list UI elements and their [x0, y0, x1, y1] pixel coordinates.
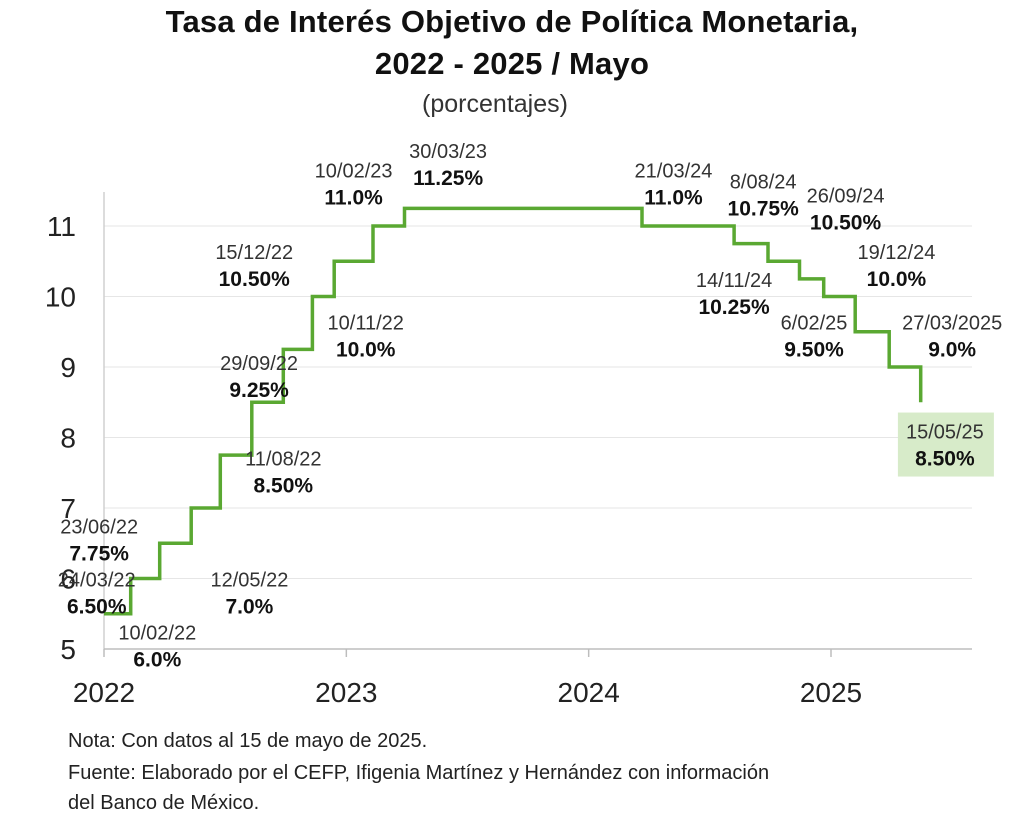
annotation-value: 10.50%: [219, 268, 291, 291]
y-tick-label: 10: [45, 282, 76, 313]
annotation-value: 11.0%: [644, 187, 703, 210]
annotation-value: 10.25%: [698, 296, 770, 319]
annotation-value: 10.75%: [728, 197, 800, 220]
y-tick-label: 6: [60, 564, 76, 595]
chart-subtitle: (porcentajes): [422, 90, 568, 118]
annotation-date: 19/12/24: [858, 242, 936, 264]
series-group: [104, 206, 923, 616]
annotation-date: 30/03/23: [409, 141, 487, 163]
annotation-date: 14/11/24: [696, 270, 772, 292]
annotation-value: 9.25%: [229, 379, 289, 402]
annotations: 10/02/22 6.0% 24/03/22 6.50% 12/05/22 7.0% 23/…: [58, 141, 1002, 672]
annotation-date: 23/06/22: [60, 517, 138, 539]
annotation-date: 27/03/2025: [902, 312, 1002, 334]
annotation-date: 10/11/22: [328, 312, 404, 334]
annotation-date: 8/08/24: [730, 171, 797, 193]
x-tick-label: 2024: [558, 677, 620, 708]
annotation-value: 9.0%: [928, 338, 976, 361]
y-tick-label: 9: [60, 352, 76, 383]
annotation-value: 10.50%: [810, 211, 882, 234]
annotation-date: 15/05/25: [906, 422, 984, 444]
axes: [103, 192, 972, 657]
annotation-date: 6/02/25: [781, 312, 848, 334]
source-line: Fuente: Elaborado por el CEFP, Ifigenia …: [68, 762, 770, 784]
source-line-continued: del Banco de México.: [68, 792, 260, 814]
x-tick-label: 2023: [315, 677, 377, 708]
annotation-value: 9.50%: [784, 338, 844, 361]
y-tick-label: 11: [47, 211, 76, 242]
annotation-value: 7.75%: [69, 543, 129, 566]
annotation-value: 11.25%: [413, 167, 483, 190]
annotation-value: 10.0%: [336, 338, 396, 361]
annotation-value: 6.0%: [133, 648, 181, 671]
chart-title-line1: Tasa de Interés Objetivo de Política Mon…: [165, 4, 859, 39]
annotation-value: 6.50%: [67, 596, 127, 619]
chart-title-line2: 2022 - 2025 / Mayo: [374, 46, 650, 81]
annotation-value: 11.0%: [324, 187, 383, 210]
annotation-date: 15/12/22: [215, 242, 293, 264]
annotation-date: 10/02/23: [315, 161, 393, 183]
y-tick-label: 7: [60, 493, 76, 524]
annotation-date: 12/05/22: [210, 570, 288, 592]
annotation-value: 8.50%: [915, 448, 975, 471]
annotation-value: 10.0%: [867, 268, 927, 291]
annotation-date: 24/03/22: [58, 570, 136, 592]
x-tick-label: 2025: [800, 677, 862, 708]
highlight-box: [897, 412, 994, 477]
annotation-date: 29/09/22: [220, 353, 298, 375]
annotation-date: 10/02/22: [118, 622, 196, 644]
tick-labels: 5 6 7 8 9 10 11 2022 2023 2024 2025: [45, 211, 862, 708]
annotation-date: 11/08/22: [245, 448, 321, 470]
annotation-date: 26/09/24: [807, 185, 885, 207]
series-line-tasa-objetivo: [104, 206, 923, 616]
note-line: Nota: Con datos al 15 de mayo de 2025.: [68, 730, 428, 752]
annotation-value: 7.0%: [225, 596, 273, 619]
y-tick-label: 5: [60, 634, 76, 665]
annotation-date: 21/03/24: [635, 161, 713, 183]
y-tick-label: 8: [60, 423, 76, 454]
annotation-value: 8.50%: [254, 474, 314, 497]
x-tick-label: 2022: [73, 677, 135, 708]
